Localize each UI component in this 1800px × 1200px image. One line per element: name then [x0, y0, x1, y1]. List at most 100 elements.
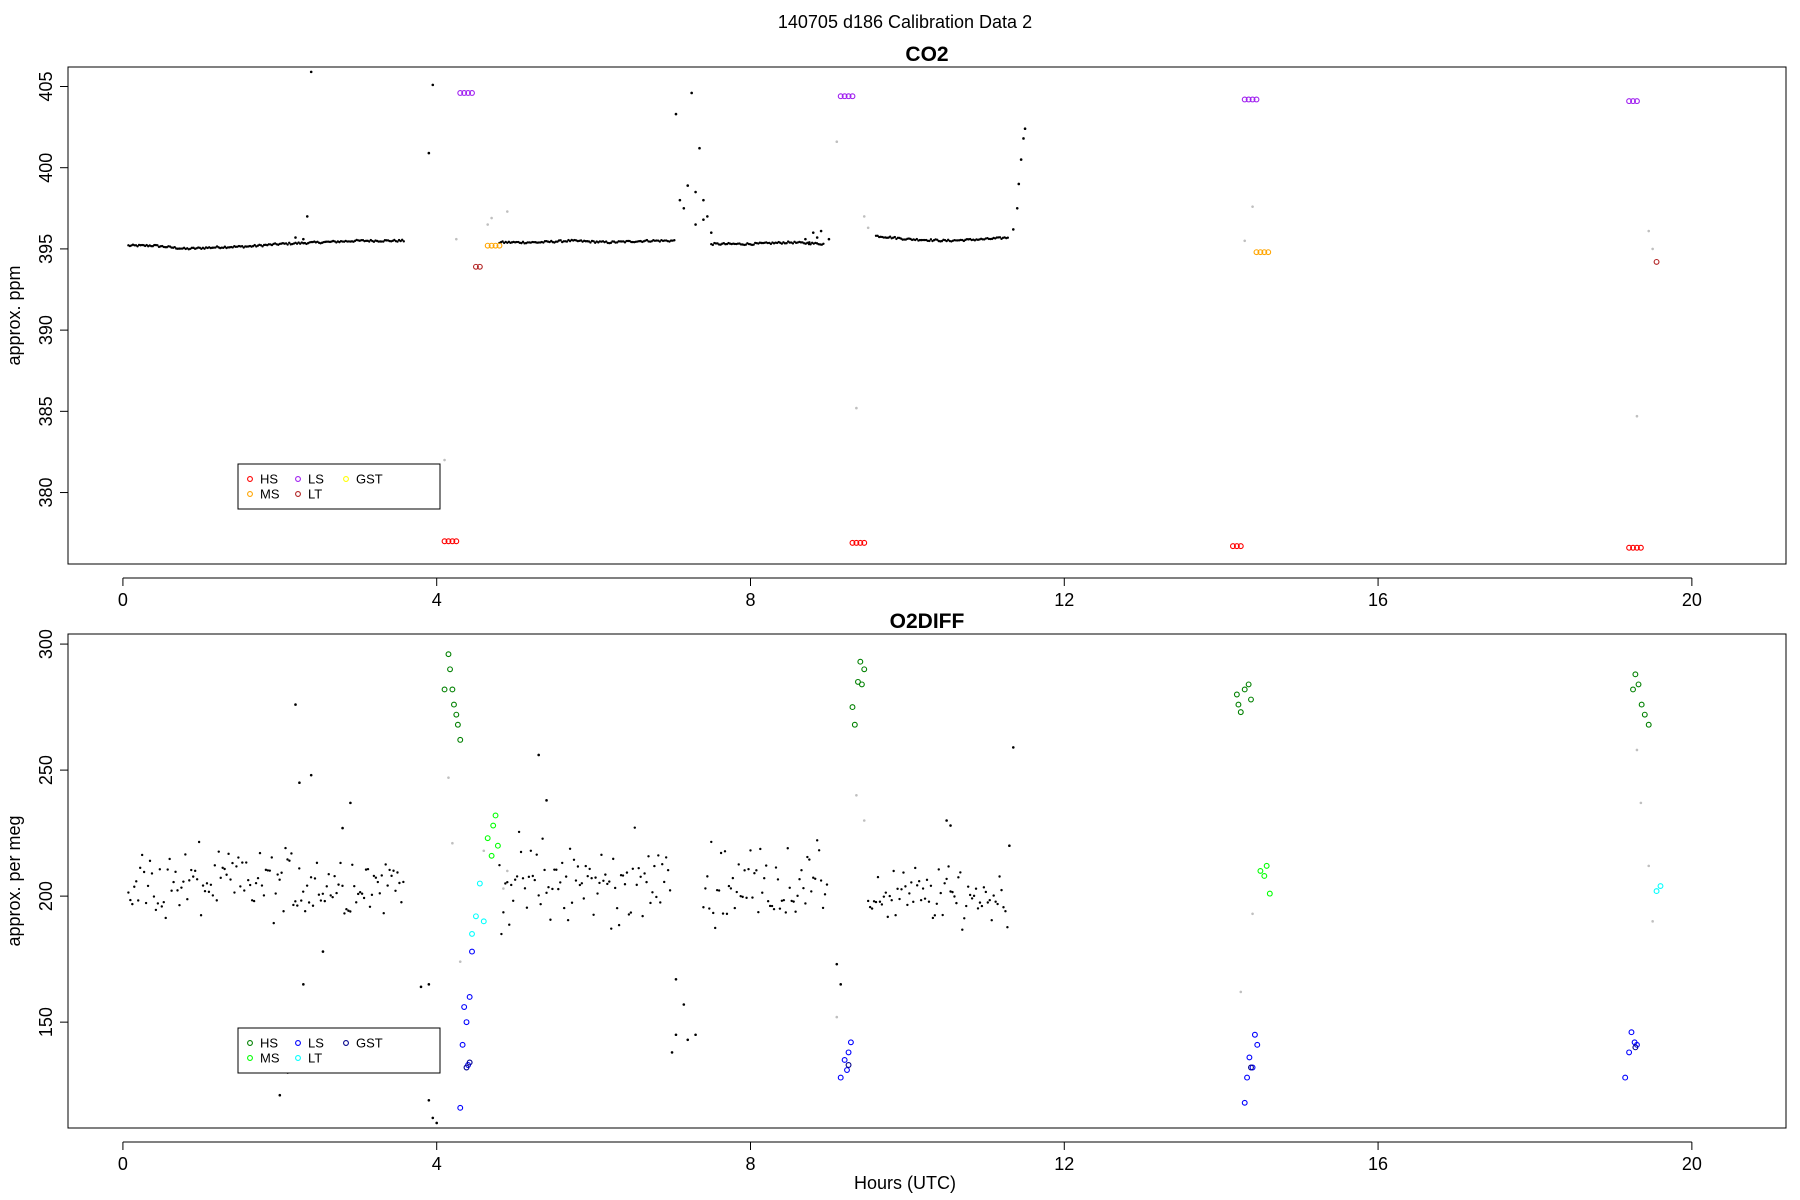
sample-point — [274, 892, 277, 895]
x-tick-label: 0 — [118, 1154, 128, 1174]
series-point-gst — [1248, 1064, 1254, 1071]
sample-point — [713, 926, 717, 930]
sample-point — [303, 910, 307, 913]
sample-point — [217, 850, 220, 853]
sample-point — [268, 869, 272, 872]
sample-point — [513, 878, 517, 881]
sample-point — [604, 873, 607, 876]
sample-point — [751, 896, 754, 899]
sample-point — [335, 891, 338, 895]
sample-point — [1011, 746, 1015, 749]
sample-point — [978, 901, 982, 904]
sample-point — [396, 871, 399, 874]
series-point-hs — [861, 666, 868, 673]
series-point-lt — [476, 880, 483, 887]
transition-point — [1635, 748, 1639, 752]
sample-point — [195, 878, 199, 881]
sample-point — [531, 874, 535, 878]
sample-point — [568, 847, 572, 851]
series-point-ms — [494, 842, 501, 849]
sample-point — [562, 906, 566, 910]
sample-point — [201, 884, 205, 887]
sample-point — [761, 891, 764, 894]
series-point-hs — [453, 711, 460, 718]
sample-point — [331, 895, 334, 899]
transition-point — [1243, 239, 1247, 243]
sample-point — [1022, 137, 1025, 140]
sample-point — [790, 899, 793, 903]
x-tick-label: 12 — [1054, 590, 1074, 610]
sample-point — [192, 875, 195, 878]
sample-point — [561, 861, 564, 865]
sample-point — [710, 840, 713, 844]
sample-point — [253, 243, 256, 247]
sample-point — [572, 858, 576, 862]
sample-point — [517, 830, 521, 834]
sample-point — [615, 906, 619, 910]
sample-point — [294, 703, 297, 706]
series-point-ls — [461, 1004, 468, 1010]
sample-point — [362, 896, 366, 900]
sample-point — [305, 884, 309, 887]
sample-point — [152, 895, 156, 898]
sample-point — [519, 850, 523, 854]
sample-point — [741, 895, 744, 899]
sample-point — [156, 902, 160, 905]
sample-point — [641, 914, 644, 918]
sample-point — [256, 876, 260, 880]
sample-point — [286, 858, 289, 861]
series-point-ls — [466, 993, 473, 1000]
legend-box — [237, 1027, 441, 1074]
sample-point — [947, 865, 950, 868]
sample-point — [747, 867, 750, 871]
sample-point — [788, 886, 791, 889]
sample-point — [925, 878, 929, 882]
sample-point — [766, 900, 770, 903]
series-point-hs — [1637, 544, 1644, 551]
sample-point — [929, 884, 933, 887]
sample-point — [355, 901, 358, 904]
y-tick-label: 395 — [36, 234, 56, 264]
sample-point — [898, 897, 901, 901]
sample-point — [400, 901, 403, 904]
sample-point — [619, 873, 623, 877]
sample-point — [957, 876, 960, 879]
sample-point — [602, 879, 605, 883]
sample-point — [313, 877, 317, 880]
sample-point — [868, 905, 872, 909]
sample-point — [333, 874, 336, 878]
sample-point — [725, 912, 729, 916]
sample-point — [880, 903, 884, 906]
sample-point — [396, 240, 399, 243]
sample-point — [374, 876, 378, 879]
sample-point — [148, 859, 152, 863]
series-point-hs — [445, 538, 452, 545]
sample-point — [708, 907, 711, 910]
legend-label: LT — [308, 487, 322, 502]
sample-point — [890, 899, 893, 902]
sample-point — [682, 207, 686, 210]
series-point-hs — [1635, 681, 1642, 688]
sample-point — [686, 184, 690, 187]
sample-point — [166, 868, 169, 871]
sample-point — [288, 859, 291, 862]
sample-point — [537, 753, 540, 757]
sample-point — [325, 885, 328, 888]
sample-point — [817, 849, 821, 852]
sample-point — [717, 889, 721, 892]
sample-point — [921, 887, 925, 890]
y-tick-label: 380 — [36, 478, 56, 508]
sample-point — [937, 868, 940, 871]
sample-point — [315, 861, 319, 865]
series-point-gst — [466, 1059, 473, 1066]
sample-point — [945, 819, 948, 822]
transition-point — [862, 819, 866, 822]
sample-point — [870, 907, 874, 910]
sample-point — [188, 879, 191, 882]
legend-label: HS — [260, 1036, 278, 1051]
sample-point — [694, 223, 697, 226]
series-point-ls — [1628, 1029, 1635, 1036]
sample-point — [621, 874, 625, 877]
